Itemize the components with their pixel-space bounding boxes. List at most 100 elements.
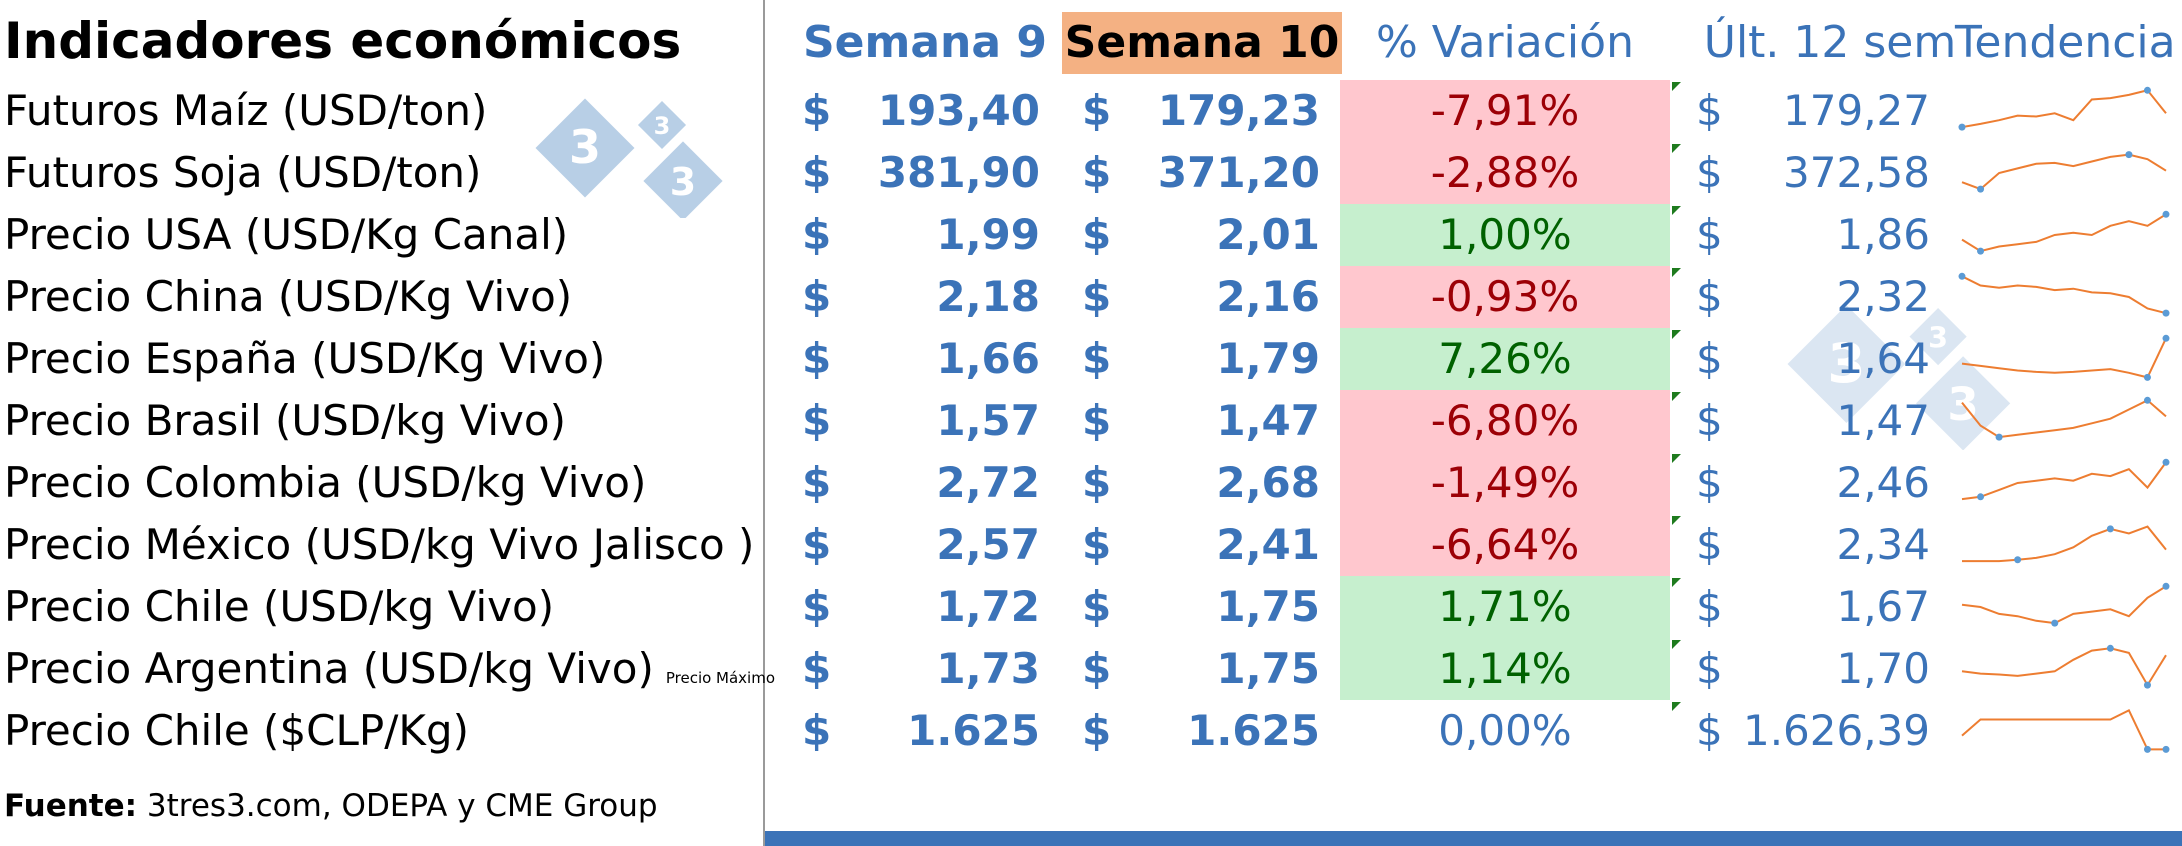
value-last12: 372,58 — [1783, 148, 1930, 197]
currency-week9: $ — [802, 458, 832, 507]
indicator-name: Precio Colombia (USD/kg Vivo) — [4, 458, 647, 507]
table-row: Precio México (USD/kg Vivo Jalisco ) $2,5… — [0, 514, 2182, 576]
logo-watermark-left: 3 3 3 — [535, 98, 723, 218]
trend-sparkline — [1961, 334, 2170, 381]
value-week9: 2,57 — [936, 520, 1040, 569]
currency-week9: $ — [802, 582, 832, 631]
indicator-label: Futuros Maíz (USD/ton) — [4, 80, 487, 142]
currency-week10: $ — [1082, 148, 1112, 197]
value-week9: 381,90 — [877, 148, 1040, 197]
indicator-name: Precio México (USD/kg Vivo Jalisco ) — [4, 520, 755, 569]
indicator-name: Precio España (USD/Kg Vivo) — [4, 334, 606, 383]
value-week10: 1,47 — [1216, 396, 1320, 445]
currency-week10: $ — [1082, 396, 1112, 445]
indicator-name: Precio USA (USD/Kg Canal) — [4, 210, 569, 259]
currency-week10: $ — [1082, 706, 1112, 755]
sparkline-marker — [2162, 334, 2170, 342]
indicator-label: Precio Chile ($CLP/Kg) — [4, 700, 469, 762]
currency-last12: $ — [1696, 458, 1723, 507]
sparkline-marker — [2106, 644, 2114, 652]
currency-week9: $ — [802, 86, 832, 135]
value-week10: 2,41 — [1216, 520, 1320, 569]
value-week9: 1,99 — [936, 210, 1040, 259]
variation-cell: -0,93% — [1340, 266, 1670, 328]
table-row: Precio China (USD/Kg Vivo) $2,18 $2,16 -0,9… — [0, 266, 2182, 328]
sparkline-marker — [1977, 185, 1985, 193]
value-last12: 1,47 — [1836, 396, 1930, 445]
header-trend: Tendencia — [1955, 17, 2176, 68]
indicator-label: Precio México (USD/kg Vivo Jalisco ) — [4, 514, 754, 576]
sparkline-marker — [1958, 123, 1966, 131]
value-week9: 1,57 — [936, 396, 1040, 445]
indicator-label: Precio China (USD/Kg Vivo) — [4, 266, 572, 328]
sparkline-marker — [1958, 272, 1966, 280]
value-week10: 2,68 — [1216, 458, 1320, 507]
sparkline-line — [1962, 525, 2167, 563]
sparkline-marker — [2014, 556, 2022, 564]
value-week9: 2,18 — [936, 272, 1040, 321]
currency-week10: $ — [1082, 272, 1112, 321]
trend-sparkline — [1961, 210, 2170, 255]
source-text: 3tres3.com, ODEPA y CME Group — [137, 788, 658, 824]
sparkline-line — [1961, 399, 2167, 439]
currency-last12: $ — [1696, 644, 1723, 693]
currency-last12: $ — [1696, 334, 1723, 383]
value-week9: 1,73 — [936, 644, 1040, 693]
value-week10: 2,16 — [1216, 272, 1320, 321]
sparkline-line — [1961, 337, 2167, 379]
value-last12: 2,46 — [1836, 458, 1930, 507]
sparkline-marker — [2143, 396, 2151, 404]
sparkline-line — [1961, 213, 2167, 253]
currency-week10: $ — [1082, 334, 1112, 383]
trend-sparkline — [1961, 151, 2167, 193]
indicator-name: Futuros Maíz (USD/ton) — [4, 86, 488, 135]
trend-sparkline — [1961, 644, 2167, 689]
table-row: Futuros Maíz (USD/ton) $193,40 $179,23 -7,9… — [0, 80, 2182, 142]
currency-last12: $ — [1696, 396, 1723, 445]
cell-comment-flag — [1672, 578, 1681, 587]
cell-comment-flag — [1672, 206, 1681, 215]
header-week9: Semana 9 — [802, 17, 1048, 68]
currency-last12: $ — [1696, 520, 1723, 569]
logo-digit: 3 — [670, 160, 696, 204]
indicator-name: Precio Brasil (USD/kg Vivo) — [4, 396, 566, 445]
sparkline-marker — [2143, 681, 2151, 689]
value-last12: 1,67 — [1836, 582, 1930, 631]
indicator-label: Precio USA (USD/Kg Canal) — [4, 204, 568, 266]
value-last12: 1.626,39 — [1742, 706, 1930, 755]
cell-comment-flag — [1672, 144, 1681, 153]
sparkline-line — [1961, 275, 2167, 315]
logo-digit: 3 — [1928, 320, 1948, 354]
trend-sparkline — [1961, 582, 2170, 627]
source-note: Fuente: 3tres3.com, ODEPA y CME Group — [4, 788, 658, 824]
table-row: Precio Chile (USD/kg Vivo) $1,72 $1,75 1,71… — [0, 576, 2182, 638]
value-week9: 1,66 — [936, 334, 1040, 383]
value-week10: 2,01 — [1216, 210, 1320, 259]
column-divider — [763, 0, 765, 846]
sparkline-marker — [2125, 151, 2133, 159]
sparkline-line — [1961, 708, 2166, 751]
indicator-note: Precio Máximo — [665, 669, 776, 687]
value-week10: 1,79 — [1216, 334, 1320, 383]
value-week10: 1.625 — [1187, 706, 1320, 755]
cell-comment-flag — [1672, 516, 1681, 525]
currency-last12: $ — [1696, 86, 1723, 135]
currency-week9: $ — [802, 210, 832, 259]
sparkline-marker — [2162, 745, 2170, 753]
indicator-name: Precio Argentina (USD/kg Vivo) — [4, 644, 654, 693]
table-row: Precio USA (USD/Kg Canal) $1,99 $2,01 1,00%… — [0, 204, 2182, 266]
value-week9: 1,72 — [936, 582, 1040, 631]
table-row: Precio España (USD/Kg Vivo) $1,66 $1,79 7,2… — [0, 328, 2182, 390]
sparkline-marker — [1977, 493, 1985, 501]
trend-sparkline — [1958, 86, 2167, 131]
currency-week9: $ — [802, 396, 832, 445]
sparkline-marker — [2162, 309, 2170, 317]
sparkline-marker — [1977, 247, 1985, 255]
variation-cell: -1,49% — [1340, 452, 1670, 514]
sparkline-line — [1961, 461, 2167, 501]
sparkline-marker — [2162, 458, 2170, 466]
currency-week10: $ — [1082, 458, 1112, 507]
value-week10: 371,20 — [1157, 148, 1320, 197]
trend-sparkline — [1962, 525, 2167, 564]
header-week10: Semana 10 — [1062, 12, 1342, 74]
